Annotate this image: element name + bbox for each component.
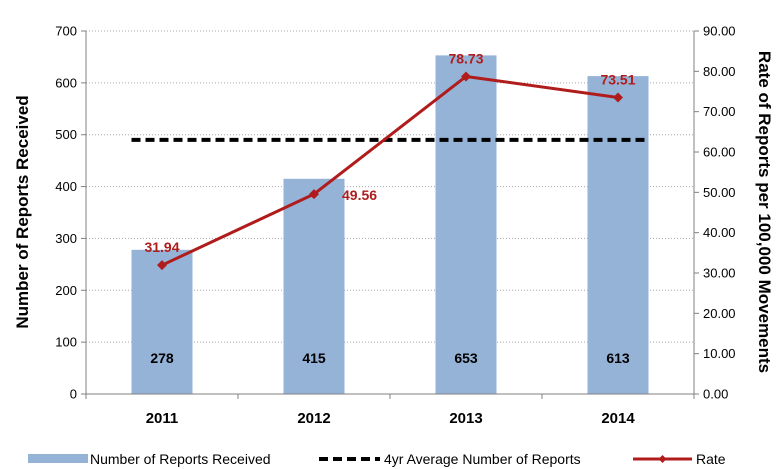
y-tick-label: 200 bbox=[55, 283, 77, 298]
y2-tick-label: 20.00 bbox=[703, 306, 736, 321]
right-axis-title: Rate of Reports per 100,000 Movements bbox=[755, 51, 774, 373]
legend-label-rate: Rate bbox=[696, 451, 726, 467]
y2-tick-label: 0.00 bbox=[703, 387, 728, 402]
bar bbox=[435, 55, 497, 394]
bar-data-label: 278 bbox=[150, 350, 174, 366]
rate-data-label: 73.51 bbox=[600, 72, 635, 88]
rate-data-label: 78.73 bbox=[448, 50, 483, 66]
left-axis-title: Number of Reports Received bbox=[13, 95, 32, 328]
rate-line bbox=[161, 74, 619, 267]
rate-point bbox=[157, 260, 167, 271]
rate-point bbox=[461, 71, 471, 82]
y2-tick-label: 50.00 bbox=[703, 185, 736, 200]
axes bbox=[85, 31, 695, 399]
rate-line-series bbox=[157, 71, 623, 271]
legend: Number of Reports Received 4yr Average N… bbox=[28, 451, 726, 467]
legend-rate-marker bbox=[658, 455, 667, 463]
y2-tick-label: 60.00 bbox=[703, 145, 736, 160]
rate-data-label: 31.94 bbox=[144, 239, 179, 255]
rate-data-labels: 31.94 49.56 78.73 73.51 bbox=[144, 50, 635, 255]
rate-point bbox=[309, 189, 319, 200]
legend-label-average: 4yr Average Number of Reports bbox=[384, 451, 581, 467]
y2-tick-label: 10.00 bbox=[703, 346, 736, 361]
y2-tick-label: 40.00 bbox=[703, 225, 736, 240]
y2-tick-label: 30.00 bbox=[703, 266, 736, 281]
legend-label-reports: Number of Reports Received bbox=[90, 451, 271, 467]
y2-tick-label: 80.00 bbox=[703, 64, 736, 79]
y-tick-label: 300 bbox=[55, 231, 77, 246]
bar bbox=[283, 178, 345, 394]
bar-series bbox=[131, 55, 649, 394]
y-tick-label: 500 bbox=[55, 127, 77, 142]
category-label: 2014 bbox=[601, 410, 635, 427]
y2-tick-label: 90.00 bbox=[703, 24, 736, 39]
left-axis-ticks: 0 100 200 300 400 500 600 700 bbox=[55, 24, 86, 402]
right-axis-ticks: 0.00 10.00 20.00 30.00 40.00 50.00 60.00 70.00 8… bbox=[694, 24, 736, 402]
category-label: 2012 bbox=[297, 410, 330, 427]
y-tick-label: 100 bbox=[55, 335, 77, 350]
bar bbox=[587, 76, 649, 394]
y-tick-label: 700 bbox=[55, 24, 77, 39]
category-labels: 2011 2012 2013 2014 bbox=[146, 410, 636, 427]
y-tick-label: 400 bbox=[55, 179, 77, 194]
category-label: 2011 bbox=[146, 410, 179, 427]
bar bbox=[131, 249, 193, 394]
legend-swatch-reports bbox=[28, 454, 88, 463]
bar-data-label: 653 bbox=[454, 350, 478, 366]
bar-data-label: 613 bbox=[606, 350, 630, 366]
category-label: 2013 bbox=[449, 410, 482, 427]
rate-data-label: 49.56 bbox=[342, 187, 377, 203]
rate-point bbox=[613, 92, 623, 103]
bar-data-labels: 278 415 653 613 bbox=[150, 350, 630, 366]
bar-data-label: 415 bbox=[302, 350, 326, 366]
y-tick-label: 600 bbox=[55, 75, 77, 90]
y-tick-label: 0 bbox=[70, 387, 77, 402]
y2-tick-label: 70.00 bbox=[703, 104, 736, 119]
